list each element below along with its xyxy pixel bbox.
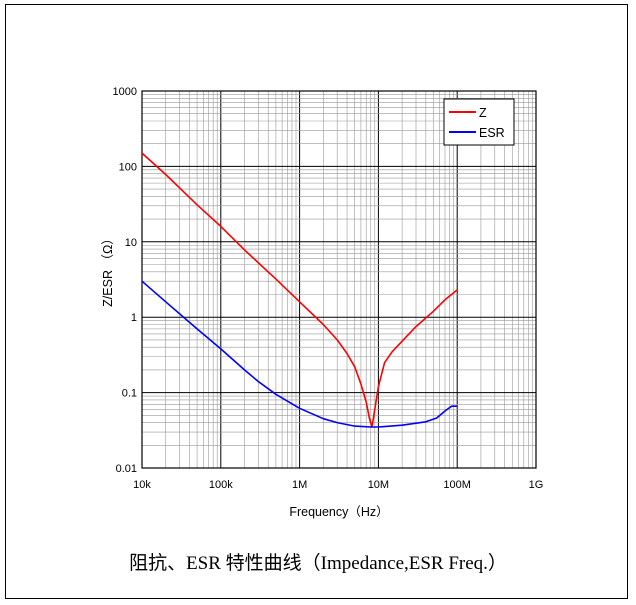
x-tick-label: 10M bbox=[368, 479, 389, 491]
legend-box bbox=[443, 98, 515, 146]
legend-label-z: Z bbox=[479, 106, 487, 120]
chart-grid bbox=[141, 90, 537, 469]
chart-ticks: 10k 100k 1M 10M 100M 1G 0.01 0.1 1 10 100 1000 bbox=[113, 86, 544, 491]
x-tick-label: 100k bbox=[209, 479, 233, 491]
y-tick-label: 0.01 bbox=[116, 463, 137, 475]
chart-series bbox=[141, 152, 458, 428]
y-axis-label: Z/ESR （Ω） bbox=[101, 232, 115, 307]
y-tick-label: 10 bbox=[125, 237, 137, 249]
y-tick-label: 0.1 bbox=[122, 388, 137, 400]
x-tick-label: 100M bbox=[443, 479, 471, 491]
y-tick-label: 100 bbox=[119, 161, 137, 173]
chart-legend: Z ESR bbox=[443, 98, 515, 146]
series-line-z bbox=[141, 152, 458, 428]
figure-caption: 阻抗、ESR 特性曲线（Impedance,ESR Freq.） bbox=[129, 553, 507, 574]
x-tick-label: 1M bbox=[292, 479, 307, 491]
x-tick-label: 10k bbox=[133, 479, 151, 491]
series-line-esr bbox=[141, 280, 458, 428]
y-tick-label: 1000 bbox=[113, 86, 137, 98]
x-tick-label: 1G bbox=[529, 479, 544, 491]
x-axis-label: Frequency（Hz） bbox=[289, 505, 388, 519]
plot-frame bbox=[141, 90, 537, 469]
legend-label-esr: ESR bbox=[479, 126, 505, 140]
figure-frame bbox=[5, 4, 628, 599]
y-tick-label: 1 bbox=[131, 312, 137, 324]
